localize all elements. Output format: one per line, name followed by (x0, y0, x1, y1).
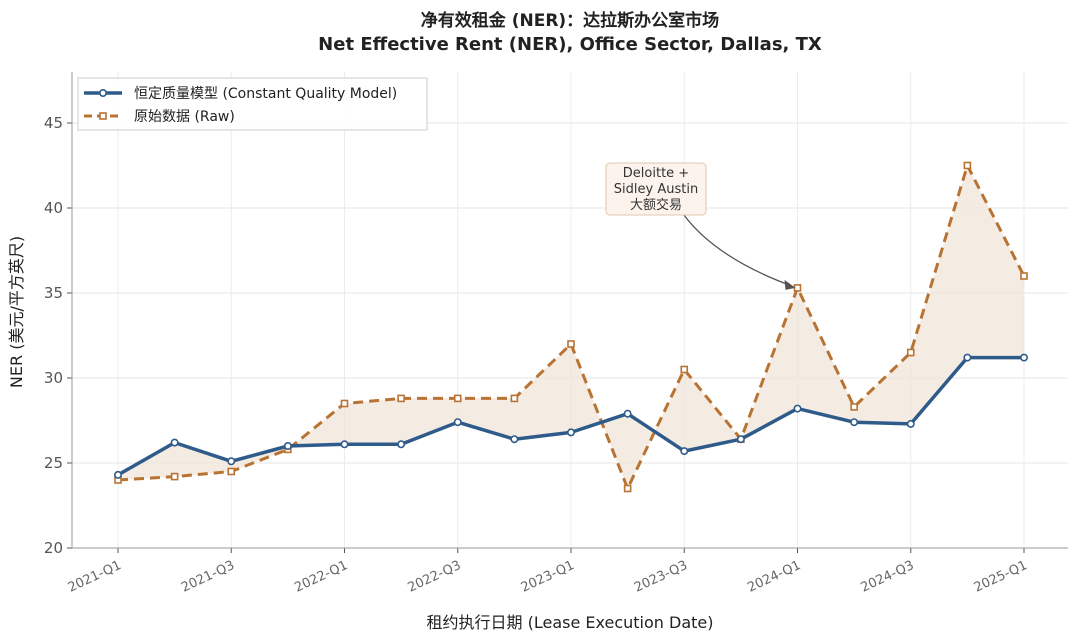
constant-quality-point (170, 438, 179, 447)
raw-data-point (510, 394, 519, 403)
x-tick-label: 2021-Q1 (66, 558, 124, 596)
x-tick-label: 2024-Q3 (859, 558, 917, 596)
annotation-arrow (683, 214, 792, 287)
raw-data-point (623, 484, 632, 493)
constant-quality-point (340, 440, 349, 449)
constant-quality-point (906, 419, 915, 428)
raw-data-point (453, 394, 462, 403)
annotation-text-line: Sidley Austin (614, 182, 698, 197)
constant-quality-point (114, 470, 123, 479)
legend: 恒定质量模型 (Constant Quality Model) 原始数据 (Raw… (77, 77, 428, 131)
legend-box (77, 77, 428, 131)
series-layer (114, 161, 1028, 493)
constant-quality-point (566, 428, 575, 437)
chart-subtitle: Net Effective Rent (NER), Office Sector,… (318, 34, 822, 55)
raw-data-point (906, 348, 915, 357)
x-tick-label: 2022-Q1 (292, 558, 350, 596)
raw-data-line (117, 164, 1026, 490)
grid-layer (72, 72, 1068, 549)
constant-quality-point (227, 457, 236, 466)
x-tick-label: 2024-Q1 (745, 558, 803, 596)
constant-quality-point (510, 435, 519, 444)
y-tick-label: 30 (44, 369, 63, 387)
raw-data-point (227, 467, 236, 476)
raw-data-point (680, 365, 689, 374)
constant-quality-point (736, 435, 745, 444)
raw-data-point (963, 161, 972, 170)
constant-quality-point (1019, 353, 1028, 362)
constant-quality-point (397, 440, 406, 449)
raw-data-point (397, 394, 405, 403)
constant-quality-point (283, 441, 292, 450)
x-tick-label: 2023-Q1 (519, 558, 577, 596)
constant-quality-point (453, 418, 462, 427)
x-tick-label: 2022-Q3 (406, 558, 464, 596)
y-tick-label: 25 (44, 454, 63, 472)
raw-data-point (340, 399, 349, 408)
constant-quality-point (850, 418, 859, 427)
legend-label: 恒定质量模型 (Constant Quality Model) (134, 86, 397, 102)
legend-swatch-marker (99, 112, 107, 120)
axes-layer: 20 25 30 35 40 45 2021-Q1 2021-Q3 2022-Q1 2022-Q3… (44, 72, 1068, 596)
y-tick-label: 40 (44, 199, 63, 217)
constant-quality-point (963, 353, 972, 362)
annotation-text-line: Deloitte + (623, 166, 689, 181)
legend-label: 原始数据 (Raw) (134, 109, 235, 125)
annotation-arrowhead (784, 279, 796, 290)
y-tick-label: 45 (44, 114, 63, 132)
constant-quality-point (680, 447, 689, 456)
raw-data-point (170, 472, 179, 481)
constant-quality-point (793, 404, 802, 413)
raw-data-point (850, 403, 858, 411)
x-axis-label: 租约执行日期 (Lease Execution Date) (427, 613, 714, 632)
legend-swatch-marker (99, 89, 108, 98)
annotation-text-line: 大额交易 (630, 197, 682, 213)
chart-title: 净有效租金 (NER)：达拉斯办公室市场 (421, 10, 719, 31)
raw-data-point (1020, 272, 1028, 280)
y-tick-label: 35 (44, 284, 63, 302)
y-tick-label: 20 (44, 539, 63, 557)
annotation-box (605, 162, 707, 216)
x-tick-label: 2025-Q1 (972, 558, 1030, 596)
x-tick-label: 2023-Q3 (632, 558, 690, 596)
y-axis-label: NER (美元/平方英尺) (7, 236, 26, 388)
x-tick-label: 2021-Q3 (179, 558, 237, 596)
constant-quality-point (623, 409, 632, 418)
raw-data-point (567, 340, 575, 348)
